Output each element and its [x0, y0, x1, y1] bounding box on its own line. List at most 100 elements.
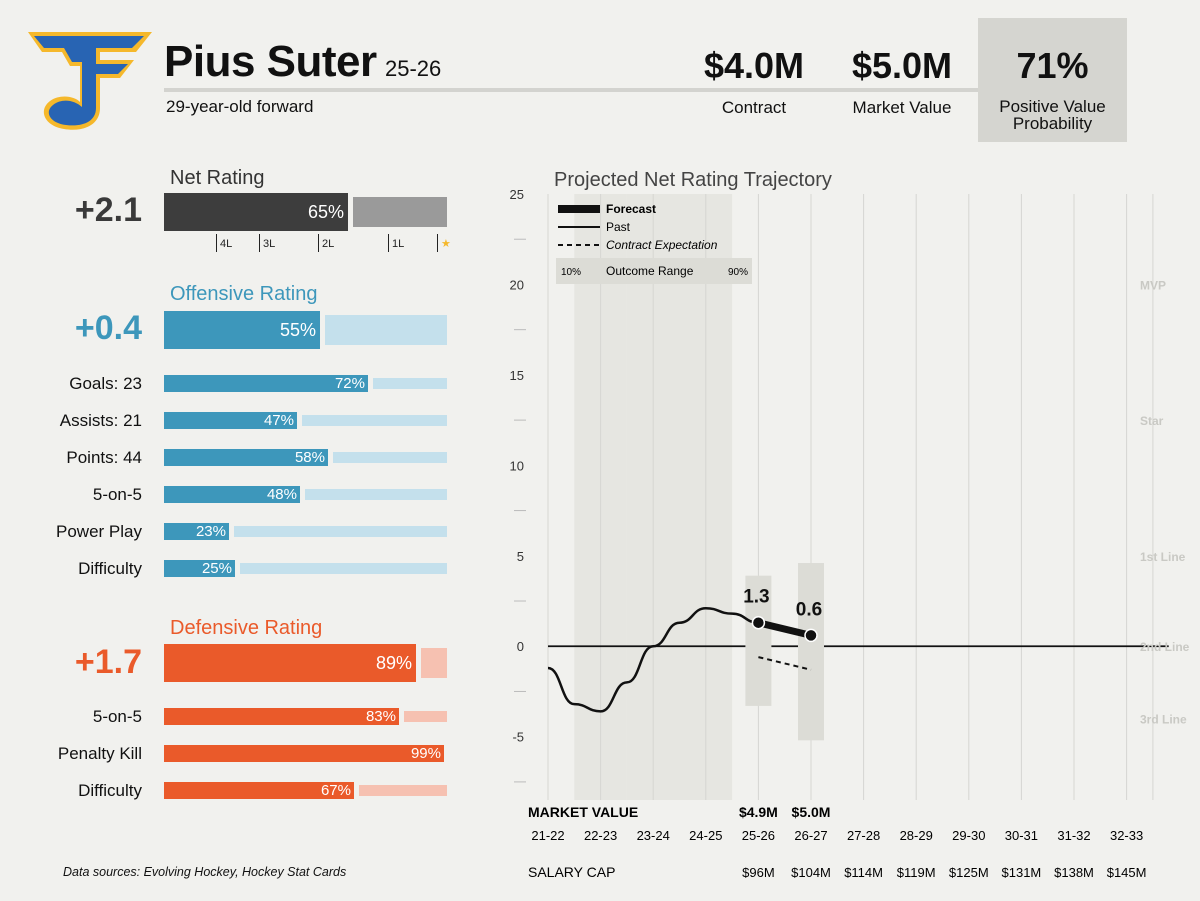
tick-1L: 1L: [388, 234, 404, 252]
y-tick-label: 5: [517, 549, 524, 564]
tier-label: Star: [1140, 414, 1164, 428]
offensive-rating-title: Offensive Rating: [170, 283, 318, 305]
pvp-label-line2: Probability: [1012, 114, 1093, 133]
offensive-row-label: Difficulty: [78, 559, 142, 578]
chart-grid: -5 0 5 10 15 20 25: [510, 187, 1169, 800]
defensive-row-remainder: [404, 711, 447, 722]
y-tick-label: 20: [510, 277, 524, 292]
defensive-rating-value: +1.7: [74, 643, 142, 681]
defensive-row-label: 5-on-5: [92, 707, 142, 726]
y-tick-label: 25: [510, 187, 524, 202]
tier-label: 3rd Line: [1140, 713, 1187, 727]
defensive-row-label: Difficulty: [78, 781, 142, 800]
tier-label: 1st Line: [1140, 550, 1186, 564]
defensive-rating-fill: 89%: [164, 644, 416, 682]
market-value: $5.0M: [851, 45, 953, 86]
season-tick-label: 22-23: [584, 828, 617, 843]
offensive-row-remainder: [240, 563, 447, 574]
offensive-row-bar: 47%: [164, 412, 297, 429]
season-tick-label: 30-31: [1005, 828, 1038, 843]
offensive-row-remainder: [305, 489, 447, 500]
offensive-row-label: Goals: 23: [69, 374, 142, 393]
defensive-row-bar: 83%: [164, 708, 399, 725]
contract-value: $4.0M: [703, 45, 805, 86]
market-value-tick: $4.9M: [739, 804, 778, 820]
contract-expectation-line: [758, 656, 812, 671]
defensive-row-bar: 67%: [164, 782, 354, 799]
legend-forecast-swatch: [558, 205, 600, 213]
x-axis: MARKET VALUE $4.9M $5.0M 21-22 22-23 23-24 24-…: [528, 804, 1146, 880]
legend-range-label: Outcome Range: [606, 264, 694, 278]
season-tick-label: 31-32: [1057, 828, 1090, 843]
trajectory-chart: -5 0 5 10 15 20 25 Projected Net Rating Trajec…: [510, 169, 1190, 880]
forecast-value-label: 0.6: [796, 599, 822, 620]
legend-range-high: 90%: [728, 267, 748, 278]
market-value-label: Market Value: [852, 98, 952, 117]
player-description: 29-year-old forward: [166, 97, 314, 116]
title-divider: [164, 88, 978, 92]
legend-range-low: 10%: [561, 267, 581, 278]
offensive-rating-remainder: [325, 315, 447, 345]
outcome-ranges: [745, 563, 824, 741]
chart-title: Projected Net Rating Trajectory: [554, 169, 832, 191]
forecast-line: [757, 619, 812, 639]
tick-2L: 2L: [318, 234, 334, 252]
positive-value-probability-box: 71% Positive Value Probability: [978, 18, 1127, 142]
salary-cap-tick: $125M: [949, 865, 989, 880]
tick-3L: 3L: [259, 234, 275, 252]
season-tick-label: 27-28: [847, 828, 880, 843]
offensive-row-bar: 23%: [164, 523, 229, 540]
offensive-rating-value: +0.4: [74, 309, 142, 347]
player-name: Pius Suter: [164, 37, 377, 86]
offensive-row-label: 5-on-5: [92, 485, 142, 504]
chart-legend: Forecast Past Contract Expectation 10% Outco…: [556, 202, 752, 284]
season-tick-label: 32-33: [1110, 828, 1143, 843]
salary-cap-tick: $138M: [1054, 865, 1094, 880]
data-sources: Data sources: Evolving Hockey, Hockey St…: [63, 865, 347, 879]
net-rating-title: Net Rating: [170, 167, 265, 189]
defensive-row-remainder: [359, 785, 447, 796]
season-tick-label: 26-27: [794, 828, 827, 843]
offensive-row-label: Power Play: [56, 522, 142, 541]
past-line: [547, 607, 759, 713]
market-value-tick: $5.0M: [792, 804, 831, 820]
offensive-row-label: Points: 44: [66, 448, 142, 467]
salary-cap-tick: $131M: [1002, 865, 1042, 880]
chart-lines: [547, 607, 818, 713]
defensive-row-label: Penalty Kill: [57, 744, 142, 763]
tier-label: MVP: [1140, 278, 1166, 292]
legend-range-swatch: [556, 258, 752, 284]
offensive-row-remainder: [373, 378, 447, 389]
offensive-row-remainder: [302, 415, 447, 426]
defensive-rating-bar: 89%: [164, 644, 447, 682]
season-tick-label: 25-26: [742, 828, 775, 843]
offensive-row-remainder: [333, 452, 447, 463]
market-value-label: MARKET VALUE: [528, 804, 638, 820]
salary-cap-tick: $119M: [897, 865, 936, 880]
season-tick-label: 28-29: [900, 828, 933, 843]
net-rating-bar: 65%: [164, 193, 447, 231]
season-tick-label: 24-25: [689, 828, 722, 843]
season-label: 25-26: [385, 56, 442, 81]
salary-cap-tick: $114M: [844, 865, 883, 880]
legend-past: Past: [606, 220, 631, 234]
outcome-range-band: [798, 563, 824, 741]
y-tick-label: 0: [517, 639, 524, 654]
season-tick-label: 23-24: [637, 828, 670, 843]
y-tick-label: 10: [510, 458, 524, 473]
season-tick-label: 21-22: [531, 828, 564, 843]
offensive-row-remainder: [234, 526, 447, 537]
y-tick-label: -5: [512, 730, 524, 745]
offensive-row-label: Assists: 21: [59, 411, 142, 430]
forecast-point: [751, 615, 766, 630]
defensive-rating-title: Defensive Rating: [170, 617, 323, 639]
forecast-point: [804, 628, 818, 643]
legend-forecast: Forecast: [606, 202, 656, 216]
tier-label: 2nd Line: [1140, 640, 1190, 654]
offensive-row-bar: 58%: [164, 449, 328, 466]
defensive-row-bar: 99%: [164, 745, 444, 762]
net-rating-remainder: [353, 197, 447, 227]
chart-labels: Projected Net Rating Trajectory MVP Star 1s…: [554, 169, 1190, 727]
contract-label: Contract: [721, 98, 787, 117]
offensive-rating-fill: 55%: [164, 311, 320, 349]
